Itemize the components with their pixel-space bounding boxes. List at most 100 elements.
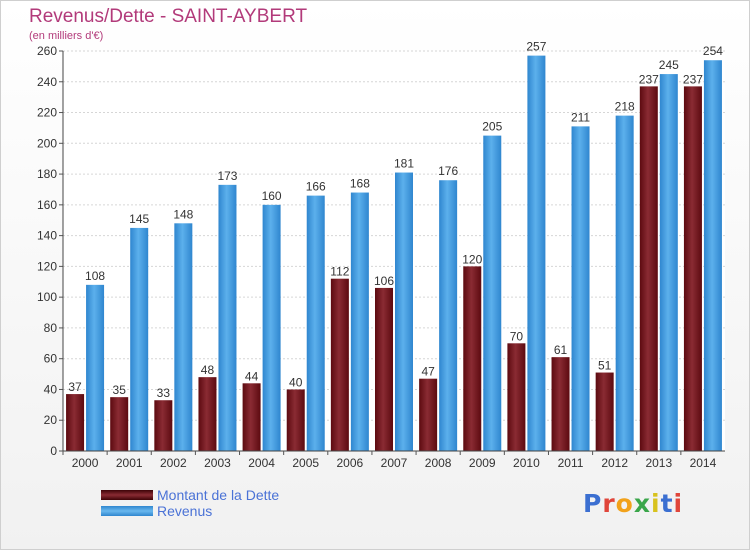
logo-letter: o xyxy=(615,489,634,518)
data-label-debt-2010: 70 xyxy=(510,329,524,343)
logo-letter: x xyxy=(633,489,651,518)
data-label-debt-2009: 120 xyxy=(462,252,482,266)
x-tick-label-2000: 2000 xyxy=(72,456,99,470)
bar-revenus-2008 xyxy=(439,180,458,451)
legend-swatch-revenus xyxy=(101,506,153,516)
bar-revenus-2014 xyxy=(703,60,722,451)
data-label-debt-2004: 44 xyxy=(245,369,259,383)
logo-letter: t xyxy=(660,489,674,518)
label-layer: 37 108 35 145 33 148 48 173 44 160 40 166 112 168 106 1… xyxy=(68,40,723,401)
bar-debt-2011 xyxy=(551,357,570,451)
legend-label-debt: Montant de la Dette xyxy=(157,487,280,503)
bar-revenus-2000 xyxy=(86,284,105,451)
data-label-revenus-2004: 160 xyxy=(262,189,282,203)
bar-debt-2001 xyxy=(110,397,129,451)
bar-layer xyxy=(66,55,722,452)
x-tick-label-2004: 2004 xyxy=(248,456,275,470)
y-tick-label: 120 xyxy=(37,259,57,273)
bar-debt-2004 xyxy=(242,383,261,451)
data-label-debt-2001: 35 xyxy=(113,383,127,397)
bar-debt-2000 xyxy=(66,394,85,451)
x-tick-label-2002: 2002 xyxy=(160,456,187,470)
logo-letter: P xyxy=(583,489,603,518)
data-label-revenus-2003: 173 xyxy=(217,169,237,183)
y-tick-label: 220 xyxy=(37,106,57,120)
bar-revenus-2001 xyxy=(130,227,149,451)
bar-revenus-2006 xyxy=(350,192,369,452)
data-label-debt-2000: 37 xyxy=(68,380,82,394)
bar-revenus-2005 xyxy=(306,195,325,451)
x-tick-label-2008: 2008 xyxy=(425,456,452,470)
legend-swatch-debt xyxy=(101,490,153,500)
bar-debt-2005 xyxy=(286,389,305,451)
x-tick-label-2009: 2009 xyxy=(469,456,496,470)
bar-revenus-2003 xyxy=(218,184,237,451)
y-tick-label: 100 xyxy=(37,290,57,304)
logo-letter: i xyxy=(673,489,684,518)
data-label-debt-2003: 48 xyxy=(201,363,215,377)
data-label-revenus-2014: 254 xyxy=(703,44,723,58)
y-tick-label: 0 xyxy=(50,444,57,458)
x-tick-label-2013: 2013 xyxy=(645,456,672,470)
plot-area xyxy=(63,51,725,451)
data-label-revenus-2010: 257 xyxy=(526,40,546,54)
x-tick-label-2007: 2007 xyxy=(381,456,408,470)
data-label-debt-2005: 40 xyxy=(289,375,303,389)
bar-revenus-2013 xyxy=(659,74,678,452)
bar-debt-2014 xyxy=(683,86,702,451)
x-tick-label-2012: 2012 xyxy=(601,456,628,470)
data-label-revenus-2001: 145 xyxy=(129,212,149,226)
data-label-debt-2006: 112 xyxy=(330,265,349,279)
y-tick-label: 20 xyxy=(44,413,58,427)
bar-revenus-2002 xyxy=(174,223,193,451)
x-tick-label-2014: 2014 xyxy=(690,456,717,470)
bar-revenus-2004 xyxy=(262,204,281,451)
y-tick-label: 180 xyxy=(37,167,57,181)
y-tick-label: 60 xyxy=(44,352,58,366)
data-label-revenus-2013: 245 xyxy=(659,58,679,72)
bar-debt-2008 xyxy=(419,378,438,451)
x-tick-label-2001: 2001 xyxy=(116,456,143,470)
data-label-debt-2013: 237 xyxy=(639,72,659,86)
y-tick-label: 160 xyxy=(37,198,57,212)
data-label-revenus-2012: 218 xyxy=(615,100,635,114)
x-tick-label-2010: 2010 xyxy=(513,456,540,470)
data-label-revenus-2008: 176 xyxy=(438,164,458,178)
bar-debt-2013 xyxy=(639,86,658,451)
data-label-revenus-2011: 211 xyxy=(571,110,590,124)
x-tick-label-2011: 2011 xyxy=(558,456,584,470)
y-tick-label: 200 xyxy=(37,136,57,150)
chart-subtitle: (en milliers d'€) xyxy=(29,30,104,42)
x-tick-label-2006: 2006 xyxy=(337,456,364,470)
bar-debt-2009 xyxy=(463,266,482,451)
data-label-debt-2007: 106 xyxy=(374,274,394,288)
data-label-debt-2008: 47 xyxy=(421,365,435,379)
data-label-revenus-2000: 108 xyxy=(85,269,105,283)
logo-letter: r xyxy=(602,489,616,518)
bar-debt-2007 xyxy=(375,287,393,451)
legend-label-revenus: Revenus xyxy=(157,503,213,519)
data-label-revenus-2009: 205 xyxy=(482,120,502,134)
bar-debt-2002 xyxy=(154,400,173,451)
data-label-revenus-2007: 181 xyxy=(394,157,414,171)
bar-debt-2010 xyxy=(507,343,526,451)
data-label-debt-2012: 51 xyxy=(598,359,612,373)
bar-revenus-2007 xyxy=(395,172,413,452)
data-label-debt-2014: 237 xyxy=(683,72,703,86)
logo-letter: i xyxy=(651,489,661,518)
x-tick-label-2005: 2005 xyxy=(292,456,319,470)
data-label-debt-2002: 33 xyxy=(157,386,171,400)
data-label-revenus-2002: 148 xyxy=(173,207,193,221)
data-label-revenus-2005: 166 xyxy=(306,180,326,194)
bar-debt-2012 xyxy=(595,372,614,451)
bar-debt-2006 xyxy=(330,278,349,451)
chart-title: Revenus/Dette - SAINT-AYBERT xyxy=(29,6,308,27)
proxiti-logo: Proxiti xyxy=(583,489,683,518)
data-label-revenus-2006: 168 xyxy=(350,177,370,191)
y-tick-label: 40 xyxy=(44,382,58,396)
y-tick-label: 260 xyxy=(37,44,57,58)
axis-layer: 0 20 40 60 80 100 120 140 160 180 200 220 240 260 2000… xyxy=(37,44,725,470)
bar-revenus-2010 xyxy=(527,55,546,451)
